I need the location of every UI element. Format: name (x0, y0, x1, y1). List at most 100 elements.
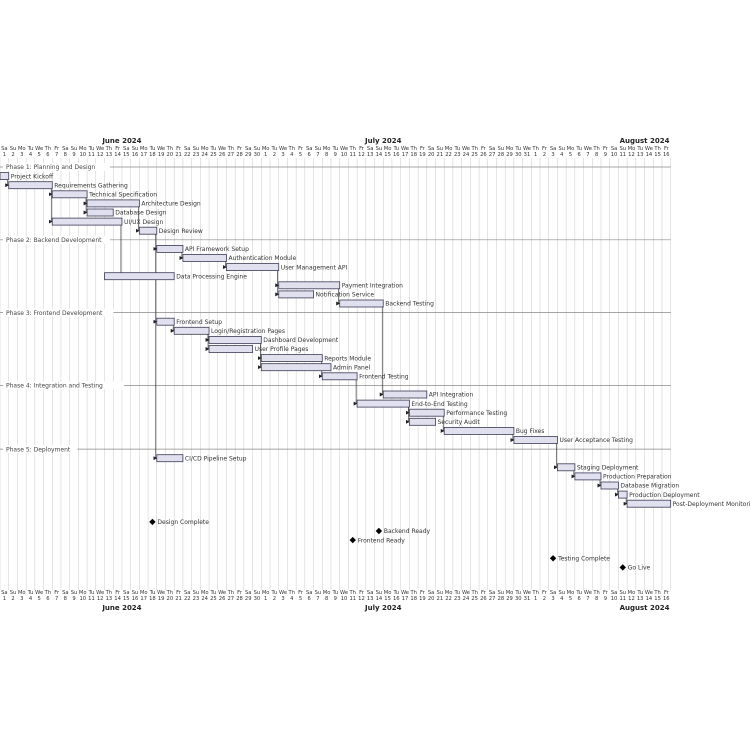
weekday-tick-label: Th (166, 590, 173, 596)
day-number-tick-label: 7 (55, 152, 58, 158)
day-number-tick-label: 16 (663, 596, 670, 602)
weekday-tick-label: Su (437, 590, 444, 596)
day-number-tick-label: 27 (489, 596, 496, 602)
task-label-reports: Reports Module (324, 355, 371, 362)
weekday-tick-label: We (157, 590, 165, 596)
day-number-tick-label: 6 (578, 596, 581, 602)
day-number-tick-label: 12 (97, 596, 104, 602)
weekday-tick-label: Sa (1, 590, 7, 596)
month-label: August 2024 (620, 137, 670, 145)
weekday-tick-label: Th (349, 146, 356, 152)
weekday-tick-label: Mo (445, 590, 453, 596)
weekday-tick-label: We (401, 146, 409, 152)
weekday-tick-label: Fr (359, 590, 365, 596)
day-number-tick-label: 1 (3, 596, 6, 602)
weekday-tick-label: Mo (445, 146, 453, 152)
day-number-tick-label: 5 (38, 152, 41, 158)
day-number-tick-label: 6 (46, 152, 49, 158)
task-label-bugs: Bug Fixes (516, 428, 545, 435)
task-label-apiint: API Integration (429, 392, 474, 399)
weekday-tick-label: We (157, 146, 165, 152)
task-label-fetest: Frontend Testing (359, 374, 409, 381)
day-number-tick-label: 28 (236, 152, 243, 158)
weekday-tick-label: Sa (184, 146, 190, 152)
day-number-tick-label: 2 (273, 152, 276, 158)
weekday-tick-label: Tu (575, 590, 582, 596)
day-number-tick-label: 13 (106, 596, 113, 602)
weekday-tick-label: Th (166, 146, 173, 152)
day-number-tick-label: 20 (428, 152, 435, 158)
task-bar-reports (260, 354, 323, 363)
day-number-tick-label: 25 (210, 152, 217, 158)
day-number-tick-label: 14 (376, 152, 383, 158)
task-bar-migr (600, 481, 619, 490)
day-number-tick-label: 30 (254, 596, 261, 602)
task-label-req: Requirements Gathering (54, 182, 128, 189)
task-bar-apiint (382, 390, 428, 399)
day-number-tick-label: 13 (637, 152, 644, 158)
day-number-tick-label: 9 (72, 596, 75, 602)
day-number-tick-label: 14 (114, 596, 121, 602)
day-number-tick-label: 27 (489, 152, 496, 158)
task-bar-auth (182, 254, 227, 262)
phase-separators: Phase 1: Planning and Design Phase 2: Bac… (0, 163, 671, 453)
task-label-perf: Performance Testing (446, 410, 507, 417)
day-number-tick-label: 22 (445, 596, 452, 602)
day-number-tick-label: 15 (123, 152, 130, 158)
month-label: June 2024 (101, 604, 141, 612)
weekday-tick-label: Tu (514, 146, 521, 152)
phase-label: Phase 5: Deployment (6, 446, 71, 453)
day-number-tick-label: 14 (646, 152, 653, 158)
weekday-tick-label: Su (254, 146, 261, 152)
day-number-tick-label: 27 (228, 152, 235, 158)
weekday-tick-label: Fr (298, 146, 304, 152)
weekday-tick-label: We (584, 146, 592, 152)
day-number-tick-label: 18 (149, 152, 156, 158)
weekday-tick-label: Su (619, 146, 626, 152)
weekday-tick-label: Su (132, 146, 139, 152)
task-bar-prep (574, 472, 602, 481)
task-label-migr: Database Migration (620, 483, 679, 490)
task-bar-kickoff (0, 172, 10, 181)
task-bar-review (138, 226, 158, 235)
day-number-tick-label: 26 (480, 152, 487, 158)
weekday-tick-label: Fr (115, 590, 121, 596)
day-number-tick-label: 31 (524, 596, 531, 602)
day-number-tick-label: 12 (358, 152, 365, 158)
weekday-tick-label: Th (653, 590, 660, 596)
day-number-tick-label: 3 (20, 596, 23, 602)
task-bar-e2e (356, 399, 410, 408)
day-number-tick-label: 18 (149, 596, 156, 602)
weekday-tick-label: Sa (123, 146, 129, 152)
weekday-tick-label: Fr (54, 590, 60, 596)
weekday-tick-label: Tu (392, 146, 399, 152)
day-number-tick-label: 26 (480, 596, 487, 602)
weekday-tick-label: Tu (331, 590, 338, 596)
weekday-tick-label: Sa (367, 146, 373, 152)
day-number-tick-label: 8 (595, 596, 598, 602)
day-number-tick-label: 10 (611, 596, 618, 602)
day-number-tick-label: 5 (299, 152, 302, 158)
task-bar-sec (408, 417, 436, 426)
day-number-tick-label: 11 (619, 152, 626, 158)
task-bar-req (8, 181, 53, 190)
weekday-tick-label: Fr (359, 146, 365, 152)
weekday-tick-label: Mo (628, 590, 636, 596)
weekday-tick-label: Su (498, 146, 505, 152)
task-bar-arch (86, 199, 140, 208)
task-bar-login (173, 326, 210, 335)
day-number-tick-label: 3 (281, 152, 284, 158)
task-bar-userapi (226, 263, 280, 272)
weekday-tick-label: Mo (384, 146, 392, 152)
task-label-tech: Technical Specification (88, 192, 157, 199)
weekday-tick-label: Sa (123, 590, 129, 596)
weekday-tick-label: Sa (62, 590, 68, 596)
day-number-tick-label: 7 (316, 152, 319, 158)
weekday-tick-label: Sa (184, 590, 190, 596)
weekday-tick-label: Fr (298, 590, 304, 596)
weekday-tick-label: Mo (140, 146, 148, 152)
day-number-tick-label: 15 (654, 152, 661, 158)
day-number-tick-label: 20 (167, 596, 174, 602)
day-number-tick-label: 7 (316, 596, 319, 602)
